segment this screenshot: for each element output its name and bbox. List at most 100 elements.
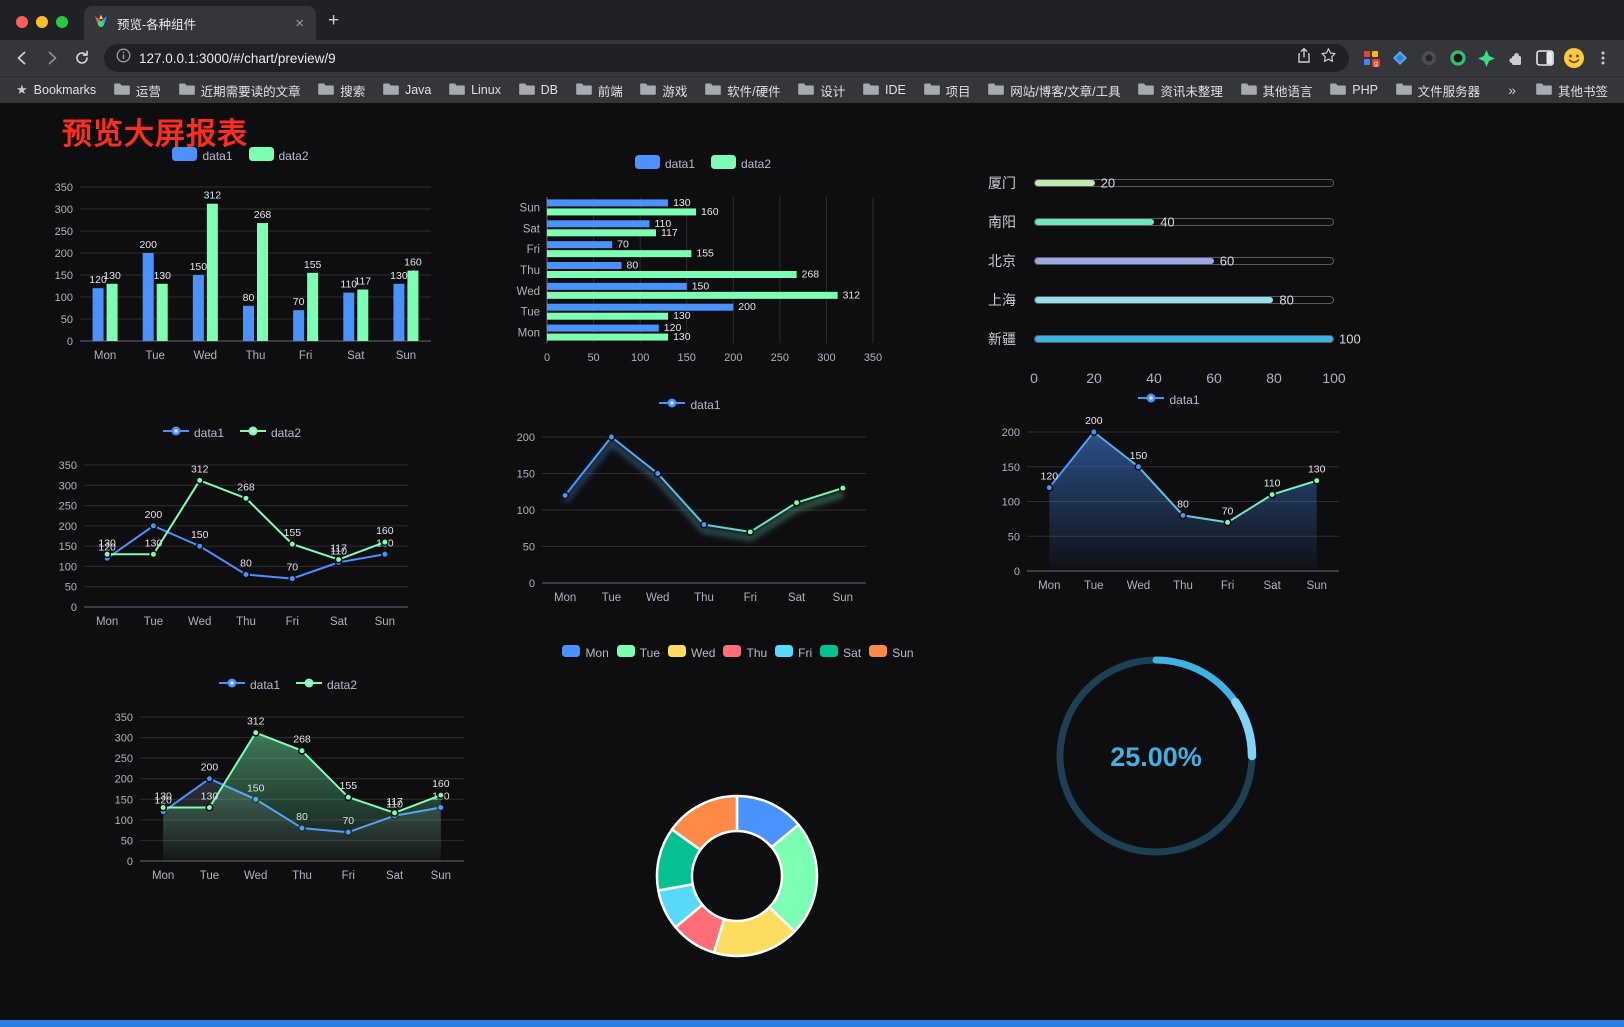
legend-item[interactable]: data2 <box>240 425 301 440</box>
svg-text:117: 117 <box>354 276 371 288</box>
legend-item[interactable]: Sun <box>869 645 914 660</box>
legend-marker-icon <box>616 645 635 660</box>
svg-text:150: 150 <box>191 529 209 541</box>
legend-marker-icon <box>634 155 660 172</box>
legend-item[interactable]: Sat <box>820 645 861 660</box>
bookmark-item[interactable]: 软件/硬件 <box>699 79 786 102</box>
folder-icon <box>575 82 592 98</box>
svg-text:268: 268 <box>802 269 820 281</box>
tab-close-icon[interactable]: × <box>295 14 304 32</box>
svg-text:Mon: Mon <box>1038 580 1060 592</box>
progress-row: 新疆 100 <box>988 319 1368 358</box>
svg-text:0: 0 <box>127 856 133 868</box>
url-text[interactable]: 127.0.0.1:3000/#/chart/preview/9 <box>139 50 336 66</box>
svg-text:120: 120 <box>1041 471 1059 483</box>
legend-item[interactable]: data2 <box>296 677 357 692</box>
progress-label: 上海 <box>988 291 1016 308</box>
bookmark-item[interactable]: 项目 <box>918 79 977 102</box>
svg-text:Thu: Thu <box>292 870 312 882</box>
back-button[interactable] <box>8 44 36 72</box>
svg-text:160: 160 <box>376 525 394 537</box>
legend-item[interactable]: data1 <box>659 397 721 412</box>
bookmark-item[interactable]: 搜索 <box>312 79 371 102</box>
legend-item[interactable]: data2 <box>248 147 309 164</box>
profile-avatar[interactable] <box>1560 45 1587 72</box>
svg-text:80: 80 <box>243 292 255 304</box>
legend-item[interactable]: data2 <box>711 155 771 172</box>
extension-green-ring-icon[interactable] <box>1444 45 1471 72</box>
svg-text:100: 100 <box>631 352 649 364</box>
svg-text:150: 150 <box>190 261 208 273</box>
svg-text:Wed: Wed <box>244 870 267 882</box>
bookmark-item[interactable]: 其他语言 <box>1235 79 1319 102</box>
browser-tab[interactable]: 预览-各种组件 × <box>84 6 316 40</box>
svg-text:120: 120 <box>664 322 682 334</box>
bookmarks-root-item[interactable]: ★ Bookmarks <box>16 82 97 97</box>
extension-grid-icon[interactable]: g <box>1357 45 1384 72</box>
extensions-puzzle-icon[interactable] <box>1502 45 1529 72</box>
extension-green-star-icon[interactable] <box>1473 45 1500 72</box>
folder-icon <box>1395 82 1412 98</box>
bookmarks-overflow-chevron[interactable]: » <box>1508 82 1516 98</box>
svg-text:200: 200 <box>59 521 77 533</box>
chart-line-glow: 0 50 100 150 200 Mon Tue Wed Thu Fri Sat Sun data1 <box>500 393 880 615</box>
side-panel-icon[interactable] <box>1531 45 1558 72</box>
bookmark-item[interactable]: PHP <box>1324 80 1384 100</box>
legend-item[interactable]: Wed <box>668 645 715 660</box>
reload-button[interactable] <box>68 44 96 72</box>
bookmark-item[interactable]: 文件服务器 <box>1390 79 1487 102</box>
extension-kite-icon[interactable] <box>1386 45 1413 72</box>
minimize-window-button[interactable] <box>36 16 48 28</box>
svg-text:Wed: Wed <box>188 616 211 628</box>
share-icon[interactable] <box>1296 47 1312 69</box>
url-bar[interactable]: 127.0.0.1:3000/#/chart/preview/9 <box>104 44 1349 72</box>
svg-text:268: 268 <box>254 209 272 221</box>
chart-donut: Mon Tue Wed Thu Fri Sat Sun <box>553 641 923 966</box>
legend-item[interactable]: Mon <box>562 645 609 660</box>
extension-dark-circle-icon[interactable] <box>1415 45 1442 72</box>
bookmark-item[interactable]: Java <box>377 80 437 100</box>
svg-text:117: 117 <box>386 796 403 808</box>
other-bookmarks-item[interactable]: 其他书签 <box>1530 79 1614 102</box>
progress-fill <box>1035 257 1214 264</box>
bookmark-item[interactable]: 设计 <box>792 79 851 102</box>
bookmark-item[interactable]: Linux <box>443 80 507 100</box>
legend-item[interactable]: data1 <box>162 425 224 440</box>
folder-icon <box>318 82 335 98</box>
svg-text:300: 300 <box>817 352 835 364</box>
legend-item[interactable]: data1 <box>218 677 280 692</box>
chart-bar-horizontal: 0 50 100 150 200 250 300 350 Sun 130 160 Sat 110 117 F… <box>503 151 903 371</box>
bookmark-item[interactable]: 资讯未整理 <box>1132 79 1229 102</box>
chart-canvas: 0 50 100 150 200 Mon Tue Wed Thu Fri Sat Sun <box>517 432 866 604</box>
close-window-button[interactable] <box>16 16 28 28</box>
folder-icon <box>798 82 815 98</box>
progress-fill <box>1035 296 1274 303</box>
zoom-window-button[interactable] <box>56 16 68 28</box>
legend-marker-icon <box>248 147 274 164</box>
forward-button[interactable] <box>38 44 66 72</box>
legend-item[interactable]: Tue <box>616 645 660 660</box>
svg-text:130: 130 <box>145 537 163 549</box>
bookmark-item[interactable]: 运营 <box>108 79 167 102</box>
site-info-icon[interactable] <box>116 48 131 68</box>
new-tab-button[interactable]: + <box>328 10 340 31</box>
progress-track: 80 <box>1034 292 1334 307</box>
bookmark-item[interactable]: IDE <box>857 80 912 100</box>
bookmark-item[interactable]: 游戏 <box>634 79 693 102</box>
progress-value: 40 <box>1160 214 1175 229</box>
bookmark-item[interactable]: 近期需要读的文章 <box>173 79 307 102</box>
legend-item[interactable]: data1 <box>172 147 233 164</box>
browser-menu-icon[interactable] <box>1589 45 1616 72</box>
legend-item[interactable]: data1 <box>634 155 695 172</box>
svg-text:150: 150 <box>678 352 696 364</box>
bookmark-item[interactable]: 网站/博客/文章/工具 <box>982 79 1126 102</box>
legend-item[interactable]: Fri <box>775 645 812 660</box>
bookmark-star-icon[interactable] <box>1320 47 1337 69</box>
legend-item[interactable]: data1 <box>1138 392 1200 407</box>
svg-text:130: 130 <box>673 310 691 322</box>
svg-text:80: 80 <box>240 558 252 570</box>
legend-item[interactable]: Thu <box>723 645 767 660</box>
bookmark-item[interactable]: DB <box>513 80 564 100</box>
bookmark-item[interactable]: 前端 <box>570 79 629 102</box>
